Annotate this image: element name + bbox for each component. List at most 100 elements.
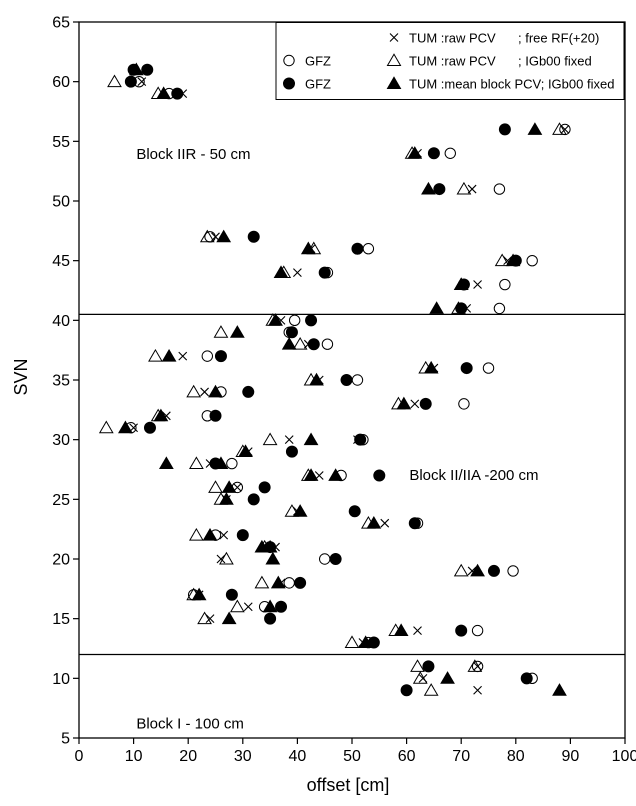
filled-triangle-point bbox=[213, 456, 229, 469]
filled-circle-point bbox=[275, 600, 288, 613]
open-triangle-point bbox=[284, 504, 300, 517]
open-triangle-point bbox=[410, 659, 425, 672]
open-triangle-point bbox=[262, 432, 278, 446]
filled-triangle-point bbox=[303, 468, 319, 481]
legend-label-right: TUM :raw PCV bbox=[409, 54, 496, 69]
filled-circle-point bbox=[460, 362, 473, 375]
filled-circle-point bbox=[487, 564, 500, 577]
legend-note: ; IGb00 fixed bbox=[518, 54, 592, 69]
legend-label-left: GFZ bbox=[305, 54, 331, 69]
y-tick-label: 55 bbox=[52, 134, 70, 151]
legend-x-icon bbox=[389, 33, 399, 42]
open-triangle-point bbox=[229, 599, 245, 613]
open-circle-point bbox=[351, 374, 364, 386]
legend-filled-triangle-icon bbox=[386, 76, 402, 89]
x-point bbox=[473, 685, 482, 695]
filled-circle-point bbox=[247, 493, 260, 506]
x-tick-label: 20 bbox=[179, 748, 197, 765]
open-triangle-point bbox=[254, 575, 270, 589]
filled-circle-point bbox=[171, 87, 184, 100]
x-point bbox=[413, 626, 422, 635]
x-point bbox=[410, 399, 420, 409]
filled-triangle-point bbox=[158, 456, 174, 469]
filled-triangle-point bbox=[219, 492, 234, 505]
y-tick-label: 10 bbox=[52, 671, 70, 688]
x-point bbox=[205, 614, 215, 624]
filled-triangle-point bbox=[254, 539, 270, 553]
filled-circle-point bbox=[329, 553, 342, 565]
open-circle-point bbox=[493, 302, 506, 315]
x-tick-label: 100 bbox=[612, 748, 636, 765]
filled-triangle-point bbox=[309, 372, 324, 386]
open-circle-point bbox=[226, 457, 238, 470]
legend-label-right: TUM :mean block PCV; IGb00 fixed bbox=[409, 77, 614, 92]
x-point bbox=[137, 77, 147, 87]
filled-triangle-point bbox=[470, 563, 485, 577]
y-tick-label: 35 bbox=[52, 373, 70, 390]
filled-triangle-point bbox=[423, 360, 439, 374]
filled-triangle-point bbox=[270, 575, 286, 589]
legend-note: ; free RF(+20) bbox=[518, 31, 599, 46]
open-circle-point bbox=[458, 398, 470, 410]
open-triangle-point bbox=[451, 301, 466, 314]
open-triangle-point bbox=[292, 337, 308, 350]
filled-circle-point bbox=[141, 63, 154, 76]
legend-box bbox=[275, 22, 625, 100]
filled-triangle-point bbox=[268, 313, 283, 326]
filled-triangle-point bbox=[292, 504, 308, 517]
x-tick-label: 80 bbox=[507, 748, 525, 765]
filled-circle-point bbox=[340, 374, 353, 386]
filled-circle-point bbox=[209, 409, 222, 422]
open-circle-point bbox=[493, 183, 506, 195]
open-circle-point bbox=[444, 147, 456, 159]
open-triangle-point bbox=[213, 325, 229, 338]
y-tick-label: 60 bbox=[52, 74, 70, 91]
y-tick-label: 15 bbox=[52, 611, 70, 628]
x-point bbox=[243, 602, 253, 612]
open-triangle-point bbox=[148, 348, 163, 362]
open-triangle-point bbox=[186, 384, 202, 398]
open-triangle-point bbox=[412, 671, 428, 684]
series-filled-triangle bbox=[118, 62, 567, 696]
open-triangle-point bbox=[189, 527, 204, 541]
y-tick-label: 65 bbox=[52, 15, 70, 32]
x-tick-label: 30 bbox=[234, 748, 252, 765]
legend-filled-circle-icon bbox=[283, 77, 295, 90]
open-triangle-point bbox=[189, 456, 204, 469]
x-tick-label: 50 bbox=[343, 748, 361, 765]
x-tick-label: 90 bbox=[562, 748, 580, 765]
filled-circle-point bbox=[520, 672, 533, 685]
open-circle-point bbox=[526, 254, 538, 267]
open-triangle-point bbox=[197, 611, 212, 625]
filled-circle-point bbox=[285, 326, 298, 339]
filled-circle-point bbox=[258, 481, 271, 494]
open-circle-point bbox=[499, 278, 511, 291]
x-point bbox=[178, 351, 188, 361]
open-circle-point bbox=[288, 314, 301, 327]
filled-triangle-point bbox=[429, 301, 445, 314]
x-point bbox=[293, 268, 302, 277]
filled-triangle-point bbox=[128, 62, 144, 76]
series-open-triangle bbox=[98, 74, 567, 696]
open-triangle-point bbox=[453, 563, 469, 577]
legend: TUM :raw PCV ; free RF(+20) GFZ TUM :raw PC… bbox=[275, 22, 625, 100]
open-triangle-point bbox=[219, 551, 234, 565]
open-circle-point bbox=[204, 231, 216, 243]
filled-triangle-point bbox=[161, 348, 177, 362]
filled-circle-point bbox=[455, 624, 468, 637]
open-triangle-point bbox=[344, 635, 360, 648]
x-point bbox=[473, 280, 482, 289]
legend-open-circle-icon bbox=[283, 54, 295, 67]
filled-triangle-point bbox=[273, 265, 289, 279]
open-circle-point bbox=[471, 624, 484, 637]
block-annotation: Block II/IIA -200 cm bbox=[409, 467, 538, 484]
filled-circle-point bbox=[236, 529, 249, 542]
series-x bbox=[129, 77, 570, 695]
filled-triangle-point bbox=[552, 683, 567, 696]
open-circle-point bbox=[319, 553, 331, 565]
open-circle-point bbox=[283, 577, 295, 589]
filled-triangle-point bbox=[265, 551, 281, 565]
legend-label-left: GFZ bbox=[305, 77, 331, 92]
legend-open-triangle-icon bbox=[386, 53, 402, 66]
filled-triangle-point bbox=[156, 86, 172, 100]
